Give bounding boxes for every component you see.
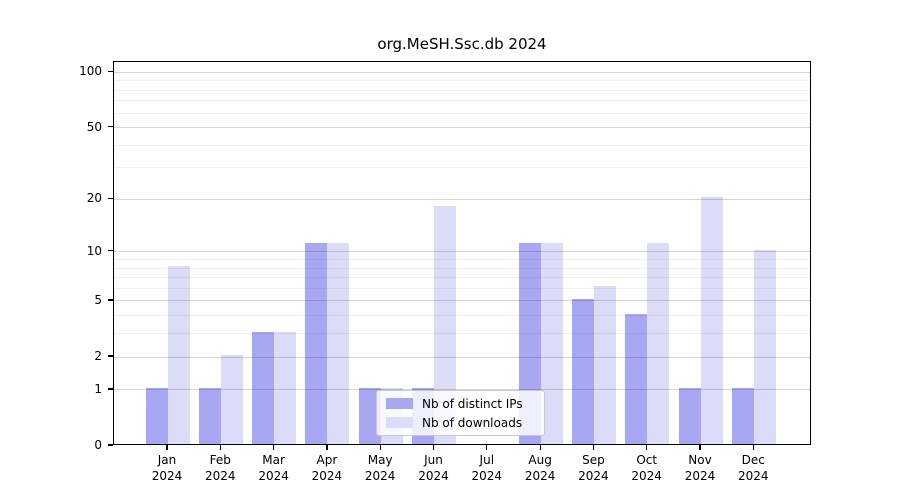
- bar-nb-of-downloads: [540, 242, 563, 444]
- legend-entry-distinct-ips: Nb of distinct IPs: [386, 396, 544, 412]
- y-tick-label: 100: [79, 64, 102, 79]
- x-tick-label: May 2024: [364, 453, 396, 483]
- legend-label-downloads: Nb of downloads: [422, 415, 523, 430]
- x-tick-label: Jul 2024: [471, 453, 503, 483]
- y-axis-tick: [108, 197, 113, 200]
- gridline-minor: [114, 100, 810, 102]
- gridline-major: [114, 300, 810, 302]
- gridline-minor: [114, 258, 810, 260]
- bar-nb-of-distinct-ips: [198, 387, 221, 444]
- gridline-minor: [114, 80, 810, 82]
- gridline-major: [114, 356, 810, 358]
- gridline-major: [114, 71, 810, 73]
- x-axis-tick: [699, 445, 701, 450]
- x-tick-label: Feb 2024: [205, 453, 236, 483]
- y-axis-tick: [108, 125, 113, 128]
- legend-swatch-distinct-ips: [386, 398, 413, 409]
- plot-area: [113, 61, 811, 445]
- gridline-minor: [114, 277, 810, 279]
- legend: Nb of distinct IPs Nb of downloads: [376, 390, 545, 436]
- bar-nb-of-distinct-ips: [625, 313, 648, 444]
- x-tick-label: Mar 2024: [258, 453, 289, 483]
- bar-nb-of-downloads: [167, 266, 190, 444]
- x-tick-label: Dec 2024: [738, 453, 769, 483]
- y-tick-label: 5: [94, 292, 102, 307]
- bar-nb-of-downloads: [434, 205, 456, 444]
- x-tick-label: Apr 2024: [311, 453, 343, 483]
- gridline-major: [114, 198, 810, 200]
- y-tick-label: 0: [94, 438, 102, 452]
- bar-nb-of-distinct-ips: [145, 387, 168, 444]
- gridline-major: [114, 251, 810, 253]
- chart-title: org.MeSH.Ssc.db 2024: [377, 35, 547, 53]
- bar-nb-of-downloads: [647, 242, 670, 444]
- y-axis-tick: [108, 444, 113, 446]
- bar-nb-of-distinct-ips: [252, 331, 275, 444]
- gridline-minor: [114, 333, 810, 335]
- gridline-major: [114, 389, 810, 391]
- gridline-minor: [114, 315, 810, 317]
- y-tick-label: 2: [94, 349, 102, 363]
- gridline-minor: [114, 167, 810, 169]
- gridline-minor: [114, 144, 810, 146]
- gridline-minor: [114, 89, 810, 91]
- gridline-minor: [114, 267, 810, 269]
- x-axis-tick: [592, 445, 595, 450]
- y-axis-tick: [108, 299, 113, 301]
- y-tick-label: 10: [86, 243, 102, 258]
- bar-nb-of-distinct-ips: [358, 387, 381, 444]
- x-axis-tick: [166, 445, 168, 450]
- x-axis-tick: [326, 445, 328, 450]
- y-tick-label: 20: [86, 191, 102, 206]
- bar-nb-of-distinct-ips: [571, 298, 594, 444]
- bar-nb-of-downloads: [753, 249, 776, 444]
- bar-nb-of-downloads: [327, 242, 350, 444]
- x-tick-label: Jan 2024: [151, 453, 183, 483]
- gridline-major: [114, 127, 810, 129]
- y-axis-tick: [108, 70, 113, 72]
- bar-nb-of-distinct-ips: [305, 242, 328, 444]
- x-axis-tick: [752, 445, 754, 450]
- x-axis-tick: [539, 445, 541, 450]
- y-tick-label: 1: [94, 381, 102, 396]
- y-tick-label: 50: [86, 119, 102, 134]
- y-axis-tick: [108, 355, 113, 357]
- bar-nb-of-downloads: [274, 331, 297, 444]
- bar-nb-of-distinct-ips: [731, 387, 754, 444]
- x-tick-label: Nov 2024: [684, 453, 716, 483]
- bar-nb-of-downloads: [700, 197, 723, 444]
- x-axis-tick: [379, 445, 381, 450]
- gridline-minor: [114, 112, 810, 114]
- legend-swatch-downloads: [386, 417, 413, 428]
- x-axis-tick: [219, 445, 221, 450]
- legend-label-distinct-ips: Nb of distinct IPs: [422, 396, 523, 411]
- gridline-minor: [114, 287, 810, 289]
- x-axis-tick: [273, 445, 275, 450]
- x-axis-tick: [486, 445, 488, 450]
- bar-nb-of-downloads: [220, 355, 243, 444]
- x-tick-label: Sep 2024: [578, 453, 609, 483]
- x-tick-label: Oct 2024: [631, 453, 662, 483]
- x-axis-tick: [432, 445, 435, 450]
- x-tick-label: Aug 2024: [524, 453, 556, 483]
- x-axis-tick: [646, 445, 648, 450]
- y-axis-tick: [108, 250, 113, 252]
- x-tick-label: Jun 2024: [418, 453, 449, 483]
- y-axis-tick: [108, 388, 113, 390]
- legend-entry-downloads: Nb of downloads: [386, 415, 544, 431]
- bar-nb-of-downloads: [593, 286, 616, 444]
- bar-nb-of-distinct-ips: [678, 387, 701, 444]
